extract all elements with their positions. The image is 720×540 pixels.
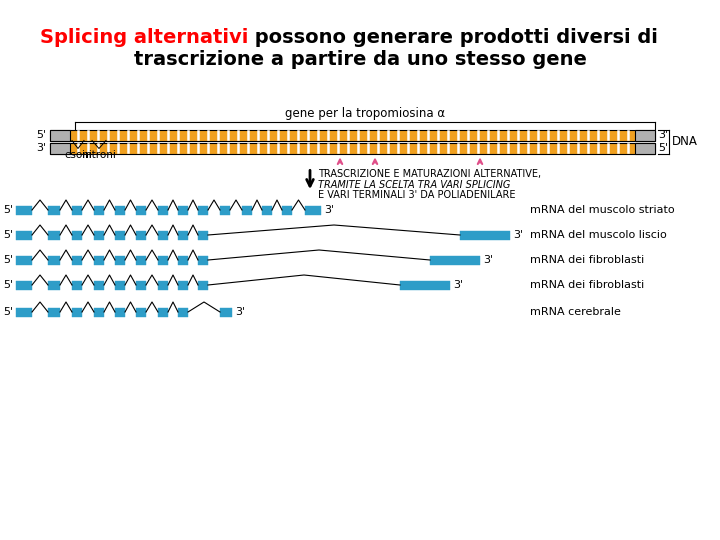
Bar xyxy=(48,231,60,240)
Bar xyxy=(48,206,60,214)
Bar xyxy=(16,255,32,265)
Bar xyxy=(72,231,82,240)
Bar xyxy=(430,255,480,265)
Bar xyxy=(48,255,60,265)
Text: 5': 5' xyxy=(3,205,13,215)
Text: 3': 3' xyxy=(513,230,523,240)
Bar xyxy=(50,143,70,153)
Text: TRASCRIZIONE E MATURAZIONI ALTERNATIVE,: TRASCRIZIONE E MATURAZIONI ALTERNATIVE, xyxy=(318,170,541,179)
Bar xyxy=(178,255,188,265)
Bar xyxy=(115,206,125,214)
Bar xyxy=(94,255,104,265)
Bar xyxy=(16,206,32,214)
Text: gene per la tropomiosina α: gene per la tropomiosina α xyxy=(285,106,445,119)
Bar xyxy=(158,231,168,240)
Text: 5': 5' xyxy=(658,143,668,153)
Text: 3': 3' xyxy=(324,205,334,215)
Text: 5': 5' xyxy=(36,130,46,140)
Text: mRNA dei fibroblasti: mRNA dei fibroblasti xyxy=(530,255,644,265)
Text: 3': 3' xyxy=(658,130,668,140)
Text: 5': 5' xyxy=(3,307,13,317)
Bar xyxy=(94,206,104,214)
Bar xyxy=(136,280,146,289)
Bar xyxy=(48,307,60,316)
Text: Splicing alternativi: Splicing alternativi xyxy=(40,28,248,47)
Bar xyxy=(16,280,32,289)
Text: 3': 3' xyxy=(453,280,463,290)
Text: esoni: esoni xyxy=(64,150,92,159)
Bar xyxy=(72,206,82,214)
Text: DNA: DNA xyxy=(672,135,698,148)
Bar xyxy=(115,255,125,265)
Bar xyxy=(16,231,32,240)
Text: 3': 3' xyxy=(235,307,245,317)
Bar xyxy=(158,280,168,289)
Bar xyxy=(16,307,32,316)
Bar xyxy=(50,143,655,153)
Bar xyxy=(72,280,82,289)
Text: mRNA cerebrale: mRNA cerebrale xyxy=(530,307,621,317)
Bar xyxy=(220,206,230,214)
Bar xyxy=(305,206,321,214)
Bar xyxy=(198,231,208,240)
Bar xyxy=(282,206,292,214)
Text: possono generare prodotti diversi di: possono generare prodotti diversi di xyxy=(248,28,658,47)
Bar xyxy=(158,307,168,316)
Bar xyxy=(136,231,146,240)
Text: 3': 3' xyxy=(36,143,46,153)
Text: trascrizione a partire da uno stesso gene: trascrizione a partire da uno stesso gen… xyxy=(134,50,586,69)
Bar xyxy=(94,280,104,289)
Text: 5': 5' xyxy=(3,230,13,240)
Text: mRNA del muscolo liscio: mRNA del muscolo liscio xyxy=(530,230,667,240)
Bar xyxy=(400,280,450,289)
Bar xyxy=(178,280,188,289)
Bar xyxy=(115,280,125,289)
Bar xyxy=(198,255,208,265)
Bar xyxy=(50,130,70,140)
Text: TRAMITE LA SCELTA TRA VARI SPLICING: TRAMITE LA SCELTA TRA VARI SPLICING xyxy=(318,179,510,190)
Bar xyxy=(136,255,146,265)
Bar xyxy=(635,130,655,140)
Text: 3': 3' xyxy=(483,255,493,265)
Bar xyxy=(242,206,252,214)
Text: mRNA del muscolo striato: mRNA del muscolo striato xyxy=(530,205,675,215)
Bar xyxy=(115,231,125,240)
Bar xyxy=(178,206,188,214)
Bar xyxy=(72,255,82,265)
Bar xyxy=(136,307,146,316)
Bar xyxy=(50,130,655,140)
Bar xyxy=(136,206,146,214)
Text: 5': 5' xyxy=(3,255,13,265)
Bar xyxy=(94,231,104,240)
Bar xyxy=(198,206,208,214)
Bar xyxy=(262,206,272,214)
Bar xyxy=(178,307,188,316)
Text: mRNA dei fibroblasti: mRNA dei fibroblasti xyxy=(530,280,644,290)
Bar xyxy=(635,143,655,153)
Text: 5': 5' xyxy=(3,280,13,290)
Bar xyxy=(158,255,168,265)
Text: introni: introni xyxy=(82,150,116,159)
Bar xyxy=(460,231,510,240)
Bar xyxy=(178,231,188,240)
Bar xyxy=(198,280,208,289)
Text: E VARI TERMINALI 3' DA POLIADENILARE: E VARI TERMINALI 3' DA POLIADENILARE xyxy=(318,190,516,199)
Bar xyxy=(94,307,104,316)
Bar xyxy=(158,206,168,214)
Bar xyxy=(115,307,125,316)
Bar xyxy=(72,307,82,316)
Bar xyxy=(48,280,60,289)
Bar xyxy=(220,307,232,316)
